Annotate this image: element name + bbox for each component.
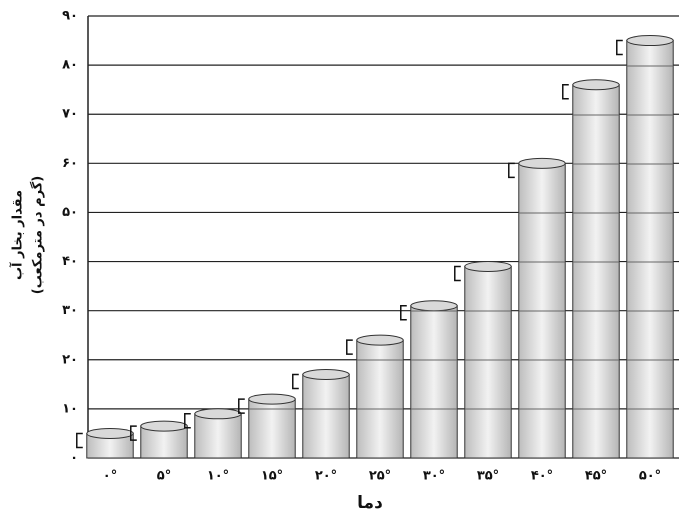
bar	[627, 41, 673, 458]
bracket	[77, 433, 83, 447]
bar	[195, 414, 241, 458]
x-tick-label: ۲۵°	[369, 469, 391, 484]
chart: مقدار بخار آب (گرم در مترمکعب) دما ۰ ۱۰ ۲۰…	[0, 0, 679, 515]
y-tick-label: ۲۰	[62, 352, 78, 367]
bracket	[293, 375, 299, 389]
bracket	[563, 85, 569, 99]
x-tick-label: ۳۰°	[423, 469, 445, 484]
cup-rim	[87, 428, 133, 438]
y-axis-unit: (گرم در مترمکعب)	[30, 176, 46, 294]
cup-rim	[303, 370, 349, 380]
bracket	[617, 41, 623, 55]
cup-rim	[141, 421, 187, 431]
bracket	[401, 306, 407, 320]
x-tick-label: ۴۰°	[531, 469, 553, 484]
y-tick-label: ۶۰	[62, 156, 78, 171]
y-axis-label: مقدار بخار آب	[9, 190, 26, 280]
cup-rim	[573, 80, 619, 90]
y-tick-label: ۵۰	[62, 205, 78, 220]
bracket	[347, 340, 353, 354]
x-tick-label: ۳۵°	[477, 469, 499, 484]
x-tick-label: ۴۵°	[585, 469, 607, 484]
bracket	[455, 266, 461, 280]
cup-rim	[411, 301, 457, 311]
bar	[465, 266, 511, 458]
x-tick-label: ۵°	[157, 469, 171, 484]
cup-rim	[357, 335, 403, 345]
x-tick-label: ۵۰°	[639, 469, 661, 484]
bar	[303, 375, 349, 458]
y-tick-label: ۱۰	[62, 401, 78, 416]
y-tick-label: ۷۰	[62, 107, 78, 122]
cup-rim	[195, 409, 241, 419]
y-tick-label: ۹۰	[62, 9, 78, 24]
y-tick-label: ۴۰	[62, 254, 78, 269]
cup-rim	[249, 394, 295, 404]
x-tick-label: ۰°	[103, 469, 117, 484]
page: مقدار بخار آب (گرم در مترمکعب) دما ۰ ۱۰ ۲۰…	[0, 0, 679, 515]
cup-rim	[519, 158, 565, 168]
x-axis-label: دما	[357, 493, 383, 513]
bar	[249, 399, 295, 458]
bracket	[509, 163, 515, 177]
x-tick-label: ۲۰°	[315, 469, 337, 484]
bracket	[239, 399, 245, 413]
cup-rim	[465, 261, 511, 271]
y-tick-label: ۳۰	[62, 303, 78, 318]
y-tick-label: ۰	[70, 451, 78, 466]
bar	[573, 85, 619, 458]
bar	[357, 340, 403, 458]
x-tick-label: ۱۵°	[261, 469, 283, 484]
x-tick-label: ۱۰°	[207, 469, 229, 484]
y-tick-label: ۸۰	[62, 58, 78, 73]
cup-rim	[627, 36, 673, 46]
bar	[411, 306, 457, 458]
